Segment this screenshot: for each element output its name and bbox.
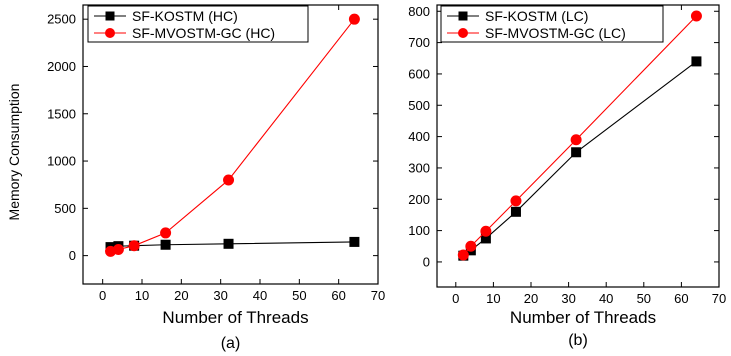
x-tick-label: 30 xyxy=(213,288,227,303)
y-tick-label: 100 xyxy=(408,223,430,238)
data-point xyxy=(223,238,234,249)
x-tick-label: 20 xyxy=(174,288,188,303)
y-tick-label: 1500 xyxy=(47,106,76,121)
x-tick-label: 70 xyxy=(371,288,385,303)
legend-label: SF-MVOSTM-GC (HC) xyxy=(132,25,275,41)
x-tick-label: 0 xyxy=(452,291,459,306)
x-tick-label: 60 xyxy=(674,291,688,306)
legend-label: SF-KOSTM (HC) xyxy=(132,8,238,24)
data-point xyxy=(510,206,521,217)
data-point xyxy=(465,240,477,252)
x-tick-label: 10 xyxy=(486,291,500,306)
data-point xyxy=(570,134,582,146)
x-tick-label: 50 xyxy=(292,288,306,303)
series-line-1 xyxy=(110,18,355,252)
legend-label: SF-KOSTM (LC) xyxy=(485,8,588,24)
y-tick-label: 500 xyxy=(408,98,430,113)
data-point xyxy=(571,147,582,158)
data-point xyxy=(690,10,702,22)
data-point xyxy=(160,227,172,239)
y-tick-label: 600 xyxy=(408,66,430,81)
x-tick-label: 60 xyxy=(331,288,345,303)
x-tick-label: 50 xyxy=(637,291,651,306)
y-tick-label: 2000 xyxy=(47,59,76,74)
y-tick-label: 700 xyxy=(408,35,430,50)
panel-caption: (a) xyxy=(221,335,241,352)
legend-marker xyxy=(458,11,468,21)
data-point xyxy=(223,174,235,186)
y-axis-title: Memory Consumption xyxy=(6,84,22,221)
legend-label: SF-MVOSTM-GC (LC) xyxy=(485,25,626,41)
y-tick-label: 2500 xyxy=(47,12,76,27)
data-point xyxy=(112,243,124,255)
data-point xyxy=(457,249,469,261)
y-tick-label: 800 xyxy=(408,4,430,19)
data-point xyxy=(128,240,140,252)
series-line-0 xyxy=(463,60,697,257)
legend-marker xyxy=(105,28,115,38)
data-point xyxy=(348,13,360,25)
y-tick-label: 1000 xyxy=(47,154,76,169)
x-tick-label: 40 xyxy=(599,291,613,306)
x-tick-label: 0 xyxy=(99,288,106,303)
data-point xyxy=(160,239,171,250)
x-tick-label: 70 xyxy=(712,291,726,306)
legend-box xyxy=(440,5,664,43)
legend-box xyxy=(87,5,309,43)
legend-marker xyxy=(458,28,468,38)
chart-panel-0: 0 10 20 30 40 50 60 70 0 500 1000 1500 2000 2500 SF-KO… xyxy=(6,4,385,352)
data-point xyxy=(349,236,360,247)
data-point xyxy=(691,56,702,67)
y-tick-label: 0 xyxy=(69,248,76,263)
y-tick-label: 300 xyxy=(408,160,430,175)
y-tick-label: 500 xyxy=(54,201,76,216)
panel-caption: (b) xyxy=(568,332,588,349)
chart-panel-1: 0 10 20 30 40 50 60 700100200300400500600700800… xyxy=(408,4,726,349)
series-line-1 xyxy=(462,15,697,256)
x-axis-title: Number of Threads xyxy=(162,308,308,327)
y-tick-label: 400 xyxy=(408,129,430,144)
x-axis-title: Number of Threads xyxy=(510,308,656,327)
x-tick-label: 40 xyxy=(253,288,267,303)
x-tick-label: 20 xyxy=(524,291,538,306)
x-tick-label: 10 xyxy=(135,288,149,303)
x-tick-label: 30 xyxy=(561,291,575,306)
plot-frame xyxy=(82,4,379,285)
y-tick-label: 200 xyxy=(408,192,430,207)
y-tick-label: 0 xyxy=(423,254,430,269)
data-point xyxy=(510,195,522,207)
plot-frame xyxy=(436,4,720,288)
legend-marker xyxy=(105,11,115,21)
data-point xyxy=(480,225,492,237)
